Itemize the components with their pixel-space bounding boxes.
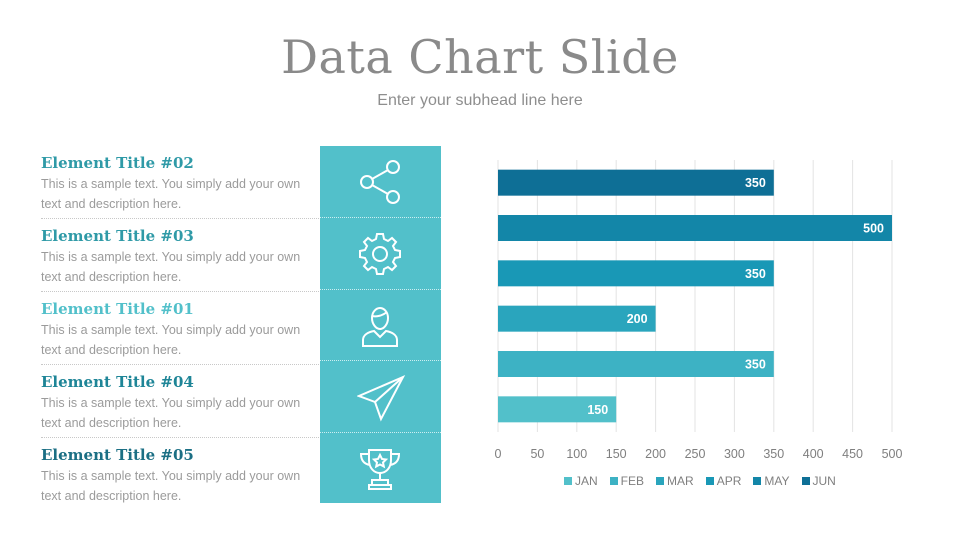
- x-tick-label: 350: [763, 447, 784, 461]
- legend-swatch: [753, 477, 762, 485]
- bar-may: [498, 215, 892, 241]
- bar-value-label: 350: [745, 358, 766, 372]
- item-title: Element Title #05: [41, 446, 194, 464]
- page-title: Data Chart Slide: [281, 30, 679, 84]
- legend-swatch: [564, 477, 572, 485]
- list-item: Element Title #04 This is a sample text.…: [41, 364, 439, 437]
- item-text: This is a sample text. You simply add yo…: [41, 177, 301, 211]
- legend-swatch: [656, 477, 665, 485]
- legend-swatch: [609, 477, 618, 485]
- bar-jun: [498, 169, 774, 196]
- paper-plane-icon: [357, 375, 406, 422]
- x-tick-label: 50: [530, 447, 544, 461]
- legend-label: JUN: [812, 474, 836, 488]
- x-tick-label: 250: [685, 447, 706, 461]
- x-tick-label: 500: [882, 447, 903, 461]
- x-tick-label: 400: [803, 447, 824, 461]
- legend-label: MAY: [764, 474, 790, 488]
- element-list: Element Title #02 This is a sample text.…: [41, 146, 439, 510]
- legend-label: FEB: [620, 474, 645, 488]
- gear-icon: [359, 233, 401, 276]
- bar-value-label: 350: [745, 176, 766, 190]
- x-tick-label: 0: [495, 447, 502, 461]
- legend-item-feb: FEB: [609, 474, 645, 488]
- legend-item-apr: APR: [705, 474, 742, 488]
- legend-item-mar: MAR: [656, 474, 694, 488]
- x-tick-label: 450: [842, 447, 863, 461]
- legend-swatch: [705, 477, 714, 485]
- list-item: Element Title #02 This is a sample text.…: [41, 146, 439, 218]
- item-text: This is a sample text. You simply add yo…: [41, 250, 301, 284]
- bar-value-label: 200: [627, 312, 648, 326]
- legend-item-jun: JUN: [801, 474, 836, 488]
- legend-label: JAN: [575, 474, 598, 488]
- icon-cell: [320, 431, 441, 503]
- page-subtitle: Enter your subhead line here: [377, 92, 583, 109]
- legend-swatch: [801, 477, 810, 485]
- icon-cell: [320, 360, 441, 431]
- item-title: Element Title #02: [41, 154, 194, 172]
- legend-label: MAR: [667, 474, 694, 488]
- bar-value-label: 350: [745, 267, 766, 281]
- x-tick-label: 150: [606, 447, 627, 461]
- bar-feb: [498, 351, 774, 377]
- icon-cell: [320, 288, 441, 360]
- list-item: Element Title #05 This is a sample text.…: [41, 437, 439, 510]
- bar-apr: [498, 260, 774, 287]
- bar-chart: 0 50 100 150 200 250 300 350 400 450 500 350 500 350 2…: [495, 160, 903, 461]
- icon-cell: [320, 217, 441, 288]
- item-text: This is a sample text. You simply add yo…: [41, 396, 301, 430]
- icon-cell: [320, 146, 441, 217]
- legend-item-may: MAY: [753, 474, 790, 488]
- list-item: Element Title #03 This is a sample text.…: [41, 218, 439, 291]
- icon-column: [320, 146, 441, 503]
- x-tick-label: 100: [566, 447, 587, 461]
- x-tick-label: 300: [724, 447, 745, 461]
- item-text: This is a sample text. You simply add yo…: [41, 469, 301, 503]
- list-item: Element Title #01 This is a sample text.…: [41, 291, 439, 364]
- legend-item-jan: JAN: [564, 474, 598, 488]
- item-title: Element Title #04: [41, 373, 194, 391]
- bar-value-label: 150: [587, 403, 608, 417]
- bar-mar: [498, 305, 656, 332]
- chart-legend: JAN FEB MAR APR MAY JUN: [564, 474, 848, 488]
- user-icon: [362, 306, 398, 347]
- x-tick-label: 200: [645, 447, 666, 461]
- bar-value-label: 500: [863, 222, 884, 236]
- item-title: Element Title #03: [41, 227, 194, 245]
- share-icon: [360, 160, 400, 204]
- item-text: This is a sample text. You simply add yo…: [41, 323, 301, 357]
- item-title: Element Title #01: [41, 300, 194, 318]
- bar-jan: [498, 396, 617, 423]
- trophy-icon: [359, 448, 401, 490]
- legend-label: APR: [716, 474, 742, 488]
